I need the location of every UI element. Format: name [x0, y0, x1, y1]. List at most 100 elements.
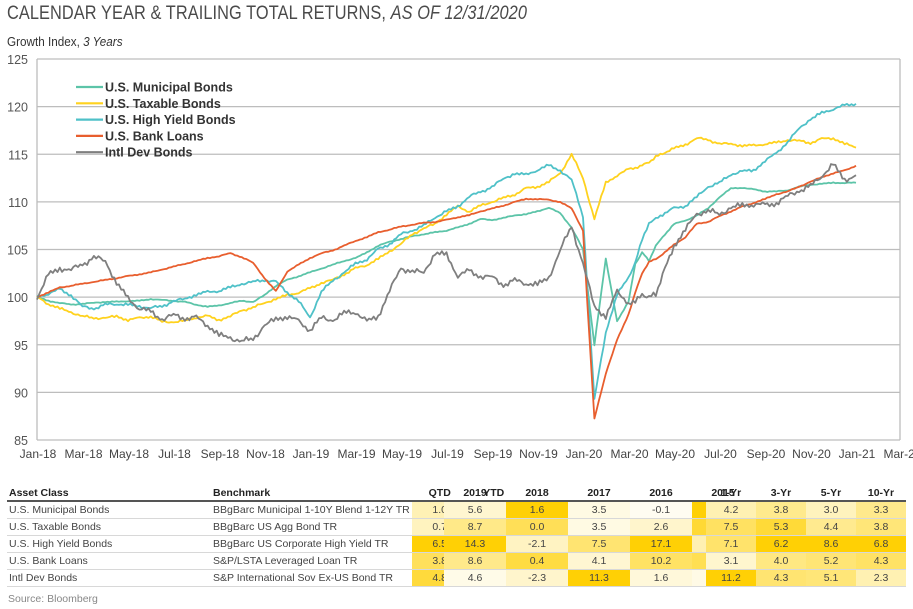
asset-class: U.S. High Yield Bonds — [7, 535, 211, 553]
x-tick-label: Jul-20 — [704, 447, 737, 461]
calendar-return: 11.3 — [568, 569, 630, 587]
y-tick-label: 125 — [7, 53, 28, 67]
y-tick-label: 85 — [14, 434, 28, 448]
asset-class: U.S. Municipal Bonds — [7, 501, 211, 519]
trailing-return: 4.4 — [806, 518, 856, 536]
calendar-return: 10.2 — [630, 552, 692, 570]
col-3-yr: 3-Yr — [756, 485, 806, 502]
trailing-return: 4.3 — [856, 552, 906, 570]
asset-class: Intl Dev Bonds — [7, 569, 211, 587]
table-row: U.S. Taxable Bonds BBgBarc US Agg Bond TR… — [7, 518, 520, 536]
series-line-4 — [36, 164, 857, 420]
x-tick-label: Sep-18 — [201, 447, 240, 461]
chart-legend: U.S. Municipal Bonds U.S. Taxable Bonds U.… — [76, 81, 236, 160]
x-tick-label: Sep-19 — [474, 447, 513, 461]
table-row: 11.2 4.3 5.1 2.3 — [706, 569, 906, 587]
trailing-return: 8.6 — [806, 535, 856, 553]
trailing-return: 5.2 — [806, 552, 856, 570]
returns-table-left: Asset Class Benchmark QTD YTD U.S. Munic… — [7, 485, 520, 587]
calendar-return: 1.6 — [506, 501, 568, 519]
x-tick-label: Jan-18 — [20, 447, 57, 461]
col-year-2017: 2017 — [568, 485, 630, 502]
trailing-return: 2.3 — [856, 569, 906, 587]
chart-subtitle: Growth Index, 3 Years — [7, 34, 123, 49]
x-tick-label: Jan-19 — [293, 447, 330, 461]
col-year-2019: 2019 — [444, 485, 506, 502]
calendar-return: 17.1 — [630, 535, 692, 553]
legend-label: U.S. Municipal Bonds — [105, 81, 233, 95]
trailing-return: 4.2 — [706, 501, 756, 519]
table-row: 4.2 3.8 3.0 3.3 — [706, 501, 906, 519]
x-tick-label: Mar-20 — [610, 447, 648, 461]
legend-label: U.S. High Yield Bonds — [105, 113, 236, 127]
benchmark: S&P/LSTA Leveraged Loan TR — [211, 552, 412, 570]
col-5-yr: 5-Yr — [806, 485, 856, 502]
legend-label: U.S. Bank Loans — [105, 129, 204, 143]
trailing-return: 3.0 — [806, 501, 856, 519]
x-tick-label: May-19 — [382, 447, 422, 461]
x-tick-label: Nov-19 — [519, 447, 558, 461]
table-row: 4.6-2.311.31.6-6.6 — [444, 569, 754, 587]
y-tick-label: 110 — [8, 196, 28, 210]
trailing-return: 3.8 — [856, 518, 906, 536]
x-axis-ticks: Jan-18 Mar-18 May-18 Jul-18 Sep-18 Nov-18 Jan-… — [20, 447, 913, 461]
title-date: AS OF 12/31/2020 — [390, 3, 528, 24]
trailing-return: 6.2 — [756, 535, 806, 553]
benchmark: BBgBarc US Corporate High Yield TR — [211, 535, 412, 553]
x-tick-label: May-18 — [109, 447, 149, 461]
col-benchmark: Benchmark — [211, 485, 412, 502]
col-year-2016: 2016 — [630, 485, 692, 502]
y-tick-label: 115 — [8, 148, 28, 162]
calendar-return: -2.1 — [506, 535, 568, 553]
col-asset-class: Asset Class — [7, 485, 211, 502]
table-row: U.S. Municipal Bonds BBgBarc Municipal 1-… — [7, 501, 520, 519]
x-tick-label: Sep-20 — [747, 447, 786, 461]
x-tick-label: Nov-18 — [246, 447, 285, 461]
trailing-return: 4.0 — [756, 552, 806, 570]
y-tick-label: 100 — [7, 291, 28, 305]
returns-table-trailing: 1-Yr 3-Yr 5-Yr 10-Yr 4.2 3.8 3.0 3.3 7.5 5.3 4.4 3… — [706, 485, 906, 587]
table-row: 7.5 5.3 4.4 3.8 — [706, 518, 906, 536]
x-tick-label: Jul-18 — [158, 447, 191, 461]
trailing-return: 3.8 — [756, 501, 806, 519]
x-tick-label: Nov-20 — [792, 447, 831, 461]
col-10-yr: 10-Yr — [856, 485, 906, 502]
trailing-return: 6.8 — [856, 535, 906, 553]
col-1-yr: 1-Yr — [706, 485, 756, 502]
series-line-2 — [36, 136, 857, 324]
table-row: U.S. Bank Loans S&P/LSTA Leveraged Loan T… — [7, 552, 520, 570]
calendar-return: 0.0 — [506, 518, 568, 536]
calendar-return: 5.6 — [444, 501, 506, 519]
asset-class: U.S. Bank Loans — [7, 552, 211, 570]
x-tick-label: Mar-19 — [337, 447, 375, 461]
table-row: 7.1 6.2 8.6 6.8 — [706, 535, 906, 553]
table-row: Intl Dev Bonds S&P International Sov Ex-U… — [7, 569, 520, 587]
x-tick-label: Mar-21 — [883, 447, 913, 461]
calendar-return: 1.6 — [630, 569, 692, 587]
table-row: U.S. High Yield Bonds BBgBarc US Corporat… — [7, 535, 520, 553]
x-tick-label: Mar-18 — [64, 447, 102, 461]
benchmark: BBgBarc US Agg Bond TR — [211, 518, 412, 536]
legend-label: U.S. Taxable Bonds — [105, 97, 221, 111]
calendar-return: 0.4 — [506, 552, 568, 570]
y-tick-label: 105 — [7, 244, 28, 258]
calendar-return: 3.5 — [568, 518, 630, 536]
subtitle-main: Growth Index, — [7, 34, 84, 49]
y-tick-label: 120 — [7, 101, 28, 115]
y-tick-label: 90 — [14, 386, 28, 400]
trailing-return: 5.1 — [806, 569, 856, 587]
table-row: 8.70.03.52.60.5 — [444, 518, 754, 536]
page-title: CALENDAR YEAR & TRAILING TOTAL RETURNS, … — [7, 3, 527, 25]
x-tick-label: Jan-20 — [566, 447, 603, 461]
title-main: CALENDAR YEAR & TRAILING TOTAL RETURNS, — [7, 3, 391, 24]
growth-index-chart: 85 90 95 100 105 110 115 120 125 Jan-18 Mar-18 May… — [7, 53, 913, 461]
calendar-return: 7.5 — [568, 535, 630, 553]
trailing-return: 7.5 — [706, 518, 756, 536]
calendar-return: -2.3 — [506, 569, 568, 587]
x-tick-label: May-20 — [655, 447, 695, 461]
y-axis-ticks: 85 90 95 100 105 110 115 120 125 — [7, 53, 28, 448]
calendar-return: 4.6 — [444, 569, 506, 587]
source-note: Source: Bloomberg — [8, 593, 98, 605]
series-line-5 — [36, 163, 857, 343]
trailing-return: 3.1 — [706, 552, 756, 570]
